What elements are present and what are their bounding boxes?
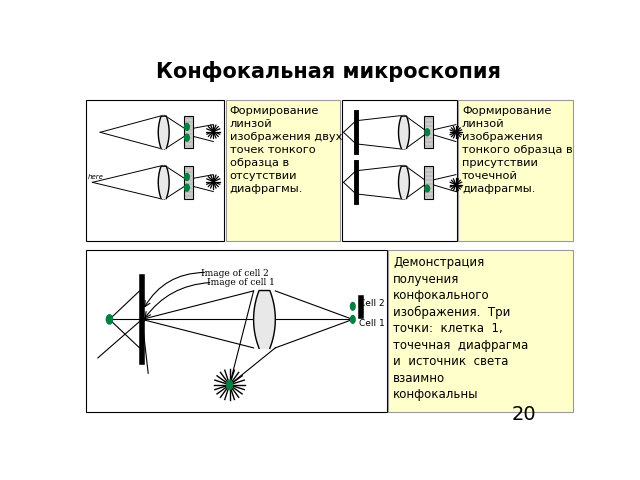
- Text: Image of cell 2: Image of cell 2: [201, 269, 269, 278]
- Text: Конфокальная микроскопия: Конфокальная микроскопия: [156, 61, 500, 82]
- Bar: [342, 100, 457, 241]
- Ellipse shape: [184, 173, 189, 180]
- Text: Демонстрация
получения
конфокального
изображения.  Три
точки:  клетка  1,
точечн: Демонстрация получения конфокального изо…: [393, 256, 529, 401]
- Ellipse shape: [106, 315, 113, 324]
- Ellipse shape: [425, 129, 429, 136]
- Bar: [86, 100, 224, 241]
- FancyBboxPatch shape: [226, 100, 340, 241]
- Bar: [424, 166, 433, 199]
- Ellipse shape: [184, 123, 189, 131]
- Ellipse shape: [351, 302, 355, 310]
- Ellipse shape: [184, 184, 189, 191]
- Polygon shape: [253, 290, 275, 348]
- Ellipse shape: [184, 134, 189, 141]
- Text: Image of cell 1: Image of cell 1: [207, 278, 275, 287]
- Bar: [424, 116, 433, 148]
- Text: Cell 1: Cell 1: [359, 319, 385, 328]
- Polygon shape: [399, 166, 410, 199]
- Bar: [184, 166, 193, 199]
- Polygon shape: [158, 166, 169, 199]
- Ellipse shape: [351, 315, 355, 323]
- Text: Формирование
линзой
изображения
тонкого образца в
присутствии
точечной
диафрагмы: Формирование линзой изображения тонкого …: [462, 106, 573, 194]
- Bar: [86, 250, 387, 412]
- Ellipse shape: [227, 380, 233, 389]
- Polygon shape: [399, 116, 410, 148]
- Ellipse shape: [425, 185, 429, 192]
- Text: Cell 2: Cell 2: [359, 299, 385, 308]
- FancyBboxPatch shape: [388, 250, 573, 412]
- FancyBboxPatch shape: [458, 100, 573, 241]
- Text: Формирование
линзой
изображения двух
точек тонкого
образца в
отсутствии
диафрагм: Формирование линзой изображения двух точ…: [230, 106, 342, 194]
- Polygon shape: [158, 116, 169, 148]
- Text: here: here: [88, 174, 104, 180]
- Text: 20: 20: [512, 405, 536, 424]
- Bar: [184, 116, 193, 148]
